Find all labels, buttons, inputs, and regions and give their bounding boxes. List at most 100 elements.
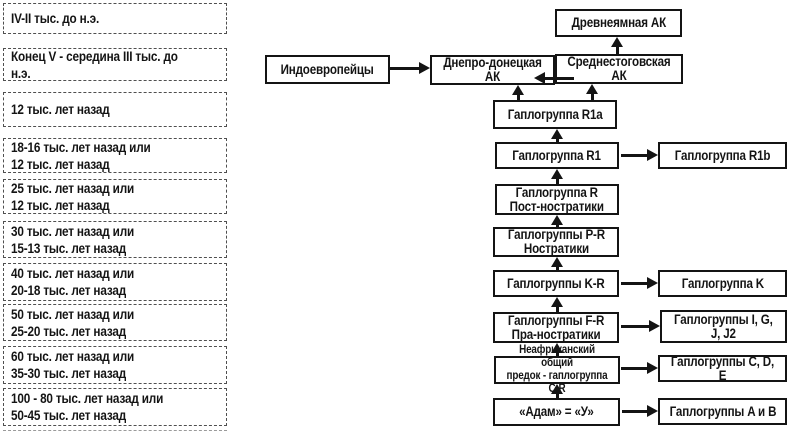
node-adam-y: «Адам» = «У» <box>493 398 620 426</box>
arrowhead-right-icon <box>647 149 658 161</box>
node-non-african-ancestor-cr: Неафриканский общий предок - гаплогруппа… <box>494 344 620 395</box>
node-label: Гаплогруппы C, D, E <box>670 353 775 383</box>
timeline-item: 60 тыс. лет назад или 35-30 тыс. лет наз… <box>3 346 227 384</box>
timeline-item-label: 60 тыс. лет назад или 35-30 тыс. лет наз… <box>11 348 135 381</box>
arrow-r1-to-r1a <box>551 129 563 142</box>
node-dnepro-donetsk-culture: Днепро-донецкая АК <box>430 55 555 85</box>
node-haplogroups-i-g-j-j2: Гаплогруппы I, G, J, J2 <box>660 310 787 343</box>
arrowhead-up-icon <box>551 384 563 394</box>
arrow-shaft <box>590 91 594 100</box>
arrowhead-up-icon <box>611 37 623 47</box>
timeline-item: Конец V - середина III тыс. до н.э. <box>3 48 227 81</box>
arrow-nonafrican-to-cde <box>621 362 658 374</box>
arrowhead-up-icon <box>512 85 524 95</box>
arrowhead-up-icon <box>551 343 563 353</box>
arrow-nonafrican-to-fr <box>551 343 563 356</box>
node-label: Днепро-донецкая АК <box>443 55 542 84</box>
arrowhead-right-icon <box>419 62 430 74</box>
arrowhead-right-icon <box>647 362 658 374</box>
arrowhead-up-icon <box>551 129 563 139</box>
timeline-item-label: 100 - 80 тыс. лет назад или 50-45 тыс. л… <box>11 390 164 423</box>
node-haplogroups-kr: Гаплогруппы K-R <box>493 270 619 297</box>
timeline-item: 40 тыс. лет назад или 20-18 тыс. лет наз… <box>3 263 227 301</box>
node-haplogroup-r1b: Гаплогруппа R1b <box>658 142 787 169</box>
arrow-rpost-to-r1 <box>551 169 563 184</box>
arrow-srednestog-to-drevneyamnaya <box>611 37 623 55</box>
arrow-adam-to-ab <box>622 405 658 417</box>
node-srednestogovskaya-culture: Среднестоговская АК <box>555 54 683 84</box>
node-label: Индоевропейцы <box>280 61 375 77</box>
timeline-item-label: 50 тыс. лет назад или 25-20 тыс. лет наз… <box>11 305 135 339</box>
node-label: Гаплогруппы F-R Пра-ностратики <box>507 312 605 342</box>
timeline-item-label: 12 тыс. лет назад <box>11 101 110 117</box>
node-haplogroups-fr-pra-nostratics: Гаплогруппы F-R Пра-ностратики <box>493 312 619 343</box>
arrowhead-up-icon <box>551 169 563 179</box>
arrowhead-right-icon <box>647 405 658 417</box>
node-haplogroup-r1: Гаплогруппа R1 <box>495 142 619 169</box>
arrow-adam-to-nonafrican <box>551 384 563 398</box>
timeline-item-label: 18-16 тыс. лет назад или 12 тыс. лет наз… <box>11 138 151 172</box>
timeline-item-label: 30 тыс. лет назад или 15-13 тыс. лет наз… <box>11 222 135 256</box>
arrow-srednestog-to-dnepro <box>534 72 574 84</box>
timeline-item-label: Конец V - середина III тыс. до н.э. <box>11 48 178 81</box>
arrow-shaft <box>621 366 649 370</box>
node-label: Среднестоговская АК <box>567 54 671 83</box>
node-label: Гаплогруппа R1a <box>507 106 603 122</box>
node-label: «Адам» = «У» <box>519 404 594 419</box>
arrow-shaft <box>615 44 619 55</box>
arrow-shaft <box>555 391 559 398</box>
arrow-shaft <box>555 136 559 142</box>
arrow-shaft <box>555 304 559 312</box>
node-haplogroup-k: Гаплогруппа K <box>658 270 787 297</box>
arrowhead-right-icon <box>647 277 658 289</box>
arrowhead-up-icon <box>551 257 563 267</box>
arrow-indoeuropeans-to-dnepro <box>390 62 430 74</box>
node-label: Гаплогруппы I, G, J, J2 <box>674 311 773 341</box>
node-haplogroups-pr-nostratics: Гаплогруппы P-R Ностратики <box>493 227 619 257</box>
arrow-shaft <box>555 176 559 184</box>
arrow-shaft <box>621 153 649 157</box>
arrow-shaft <box>621 281 649 285</box>
node-drevneyamnaya-culture: Древнеямная АК <box>555 9 682 37</box>
arrow-shaft <box>621 324 651 328</box>
timeline-item: 25 тыс. лет назад или 12 тыс. лет назад <box>3 179 227 214</box>
arrow-fr-to-igj <box>621 320 660 332</box>
node-label: Гаплогруппы P-R Ностратики <box>507 227 605 256</box>
arrowhead-left-icon <box>534 72 545 84</box>
arrow-shaft <box>390 66 421 70</box>
arrowhead-up-icon <box>586 84 598 94</box>
arrow-shaft <box>543 76 574 80</box>
arrow-shaft <box>555 264 559 270</box>
node-haplogroups-c-d-e: Гаплогруппы C, D, E <box>658 353 787 383</box>
arrow-r1a-to-dnepro <box>512 85 524 100</box>
node-haplogroup-r1a: Гаплогруппа R1a <box>493 100 617 129</box>
timeline-item-label: IV-II тыс. до н.э. <box>11 10 100 26</box>
timeline-item: IV-II тыс. до н.э. <box>3 3 227 34</box>
node-label: Древнеямная АК <box>571 15 666 30</box>
node-label: Гаплогруппа K <box>681 275 764 291</box>
node-haplogroups-a-b: Гаплогруппы A и B <box>658 398 787 425</box>
node-label: Гаплогруппа R1 <box>512 147 602 163</box>
arrowhead-right-icon <box>649 320 660 332</box>
timeline-item-label: 40 тыс. лет назад или 20-18 тыс. лет наз… <box>11 265 135 298</box>
arrow-shaft <box>516 92 520 100</box>
arrow-shaft <box>555 350 559 356</box>
timeline-item-label: 25 тыс. лет назад или 12 тыс. лет назад <box>11 179 135 213</box>
node-label: Гаплогруппы A и B <box>669 403 776 419</box>
node-label: Гаплогруппы K-R <box>507 275 605 291</box>
arrowhead-up-icon <box>551 297 563 307</box>
arrow-kr-to-pr <box>551 257 563 270</box>
arrow-r1-to-r1b <box>621 149 658 161</box>
node-haplogroup-r-post-nostratics: Гаплогруппа R Пост-ностратики <box>495 184 619 215</box>
node-label: Неафриканский общий предок - гаплогруппа… <box>506 344 608 395</box>
timeline-item: 50 тыс. лет назад или 25-20 тыс. лет наз… <box>3 304 227 341</box>
arrow-kr-to-k <box>621 277 658 289</box>
timeline-item: 12 тыс. лет назад <box>3 92 227 127</box>
timeline-item: 30 тыс. лет назад или 15-13 тыс. лет наз… <box>3 221 227 258</box>
node-label: Гаплогруппа R Пост-ностратики <box>509 184 605 214</box>
node-indoeuropeans: Индоевропейцы <box>265 55 390 84</box>
timeline-item-partial <box>3 430 227 434</box>
timeline-item: 100 - 80 тыс. лет назад или 50-45 тыс. л… <box>3 388 227 426</box>
arrow-pr-to-rpost <box>551 215 563 227</box>
